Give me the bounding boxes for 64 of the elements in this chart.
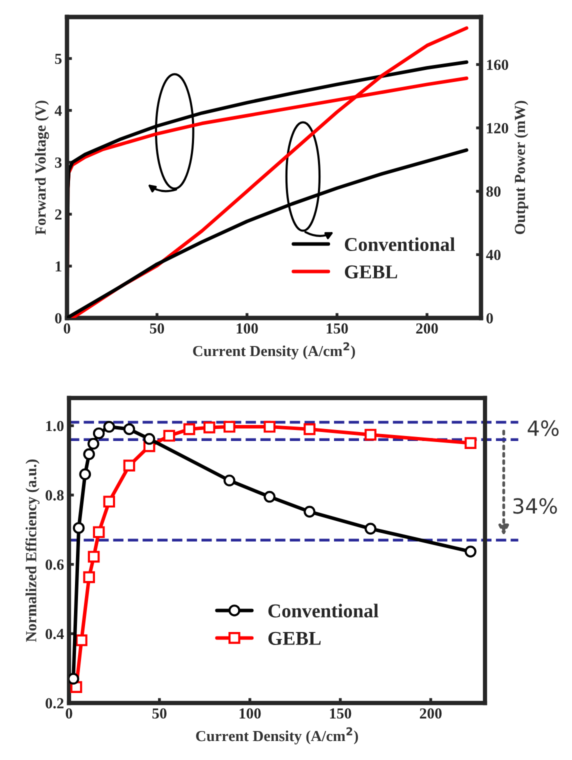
y-tick-label: 0.8 [46, 490, 64, 501]
point [264, 420, 276, 433]
x-axis-title: Current Density (A/cm$^{2}$) [193, 342, 355, 360]
point [83, 571, 95, 584]
point [364, 428, 376, 441]
point [123, 423, 136, 436]
x-tick-label: 50 [150, 323, 164, 334]
y2-tick-label: 160 [487, 60, 508, 70]
x-tick-label: 150 [326, 323, 348, 334]
y-tick-label: 3 [55, 157, 62, 168]
point [103, 420, 116, 433]
y2-tick-label: 120 [487, 123, 508, 134]
point [76, 634, 88, 646]
point [364, 522, 376, 535]
point [92, 427, 105, 440]
y2-tick-label: 80 [486, 186, 501, 197]
point [103, 496, 116, 508]
x-tick-label: 100 [236, 323, 258, 334]
y-tick-label: 0.4 [46, 628, 64, 640]
x-tick-label: 50 [152, 708, 166, 719]
x-tick-label: 0 [66, 708, 72, 719]
point [88, 438, 100, 450]
y-tick-label: 5 [55, 54, 62, 64]
y2-tick-label: 0 [486, 313, 493, 324]
y-tick-label: 0.6 [46, 560, 64, 570]
x-tick-label: 200 [420, 708, 442, 719]
x-tick-label: 200 [416, 323, 438, 334]
point [88, 550, 100, 563]
y-tick-label: 0 [55, 313, 62, 324]
y2-tick-label: 40 [486, 250, 501, 260]
x-axis-title: Current Density (A/cm$^{2}$) [196, 727, 358, 744]
point [464, 437, 476, 449]
x-tick-label: 100 [240, 708, 261, 719]
point [183, 423, 196, 436]
legend-label: GEBL [268, 632, 321, 645]
point [72, 522, 85, 534]
y-axis-title: Forward Voltage (V) [34, 100, 49, 235]
point [83, 448, 95, 460]
y-axis-title: Normalized Efficiency (a.u.) [25, 460, 40, 642]
y-tick-label: 0.2 [46, 698, 64, 709]
point [79, 468, 92, 480]
point [143, 432, 156, 445]
point [163, 430, 176, 442]
point [123, 460, 136, 472]
x-tick-label: 150 [330, 708, 352, 719]
text: 4% [528, 420, 559, 436]
legend-label: Conventional [344, 237, 455, 252]
legend-label: Conventional [268, 604, 378, 618]
text: 34% [513, 498, 557, 514]
point [264, 490, 276, 503]
point [464, 546, 476, 558]
y-tick-label: 4 [54, 106, 62, 116]
point [304, 423, 316, 436]
point [203, 422, 216, 434]
point [224, 474, 236, 486]
point [69, 672, 80, 685]
point [304, 506, 316, 518]
y2-axis-title: Output Power (mW) [514, 100, 528, 234]
y-tick-label: 1 [56, 261, 62, 272]
point [224, 420, 236, 433]
legend-label: GEBL [344, 265, 398, 278]
y-tick-label: 1.0 [46, 420, 64, 432]
point [92, 526, 105, 538]
y-tick-label: 2 [55, 209, 62, 220]
